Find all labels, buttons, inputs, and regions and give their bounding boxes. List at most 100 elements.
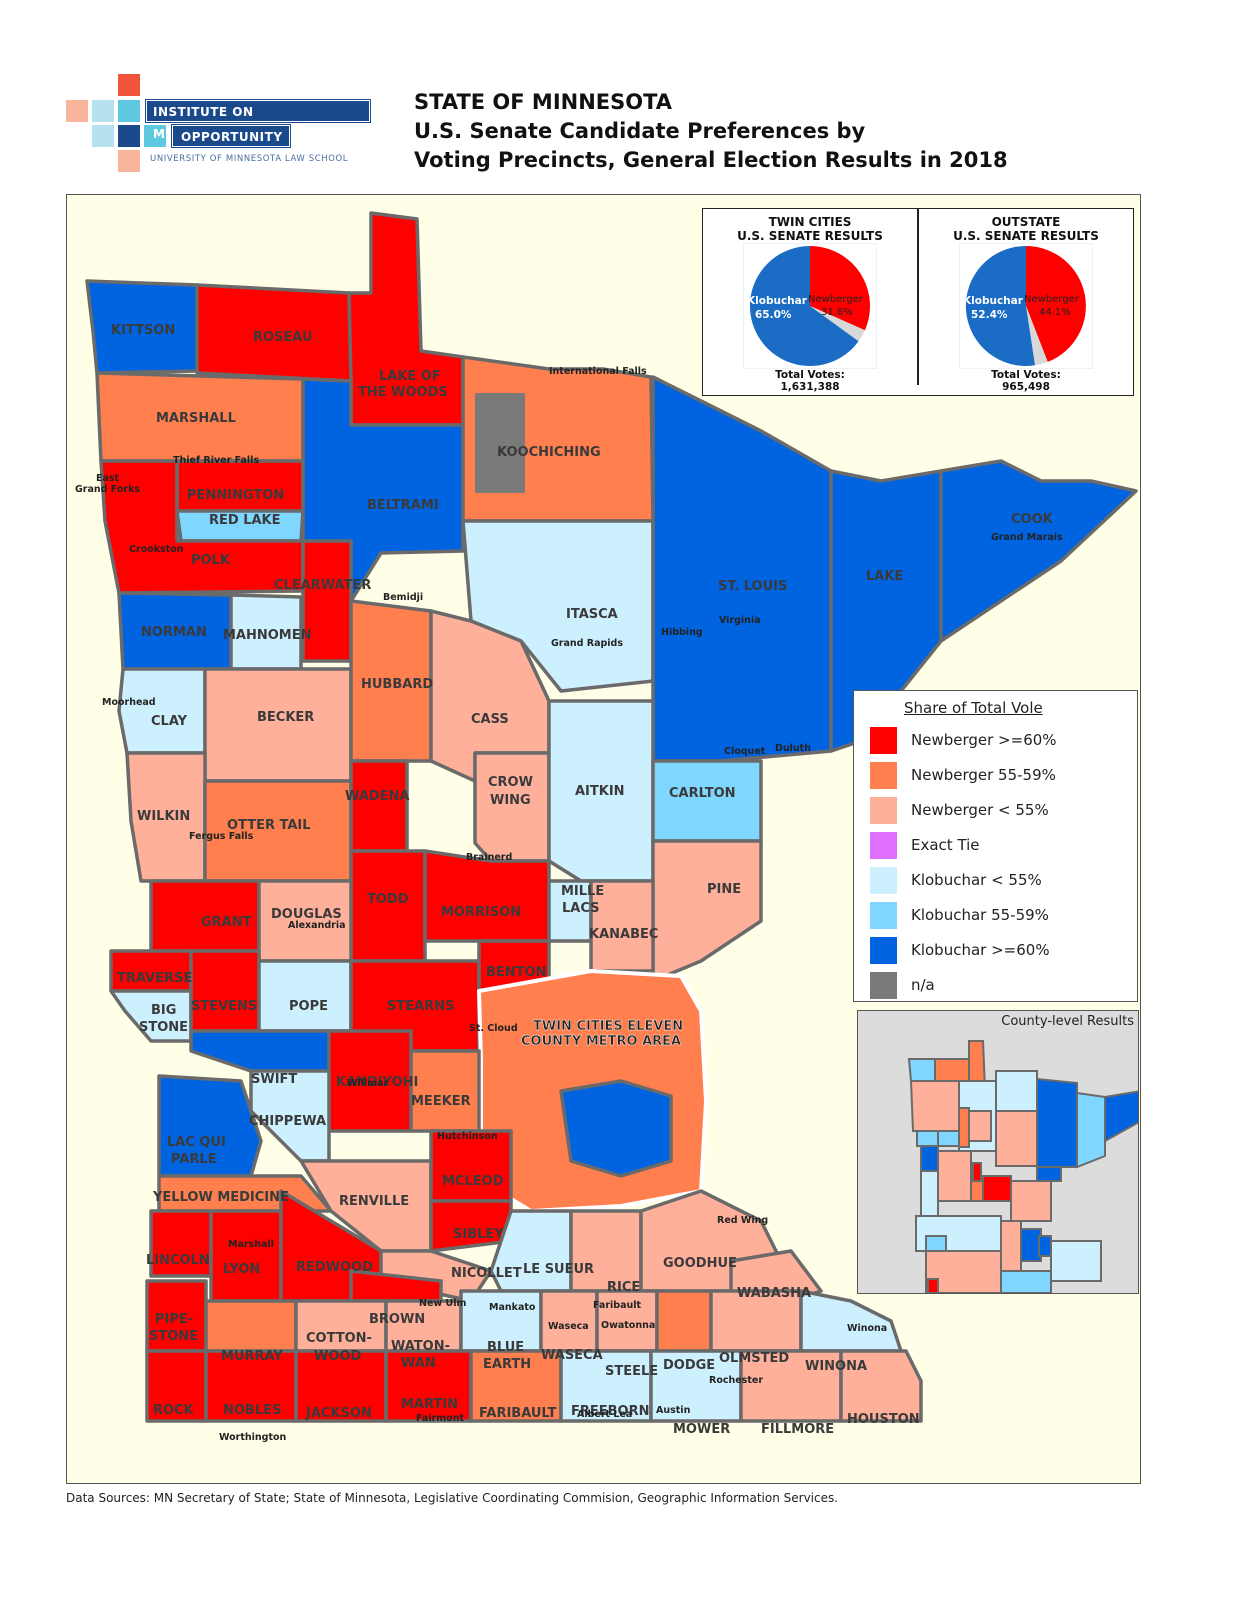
county-label: ROCK (153, 1403, 195, 1418)
county-label: WOOD (314, 1349, 361, 1364)
metro-hennepin-ramsey (559, 1079, 673, 1178)
county-label: MARTIN (401, 1397, 458, 1412)
county-label: TRAVERSE (117, 971, 192, 986)
county-lac-qui-parle (157, 1074, 263, 1178)
logo-square (118, 100, 140, 122)
county-label: DOUGLAS (271, 907, 342, 922)
county-label: COOK (1011, 512, 1054, 527)
city-label: Faribault (593, 1300, 642, 1311)
legend-label: Newberger 55-59% (911, 766, 1056, 784)
county-label: PENNINGTON (187, 488, 284, 503)
county-label: RICE (607, 1280, 640, 1295)
county-label: KITTSON (111, 323, 175, 338)
county-label: LYON (223, 1262, 260, 1277)
county-label: MORRISON (441, 905, 521, 920)
pie-label-newberger: Newberger (808, 294, 864, 305)
county-label: BROWN (369, 1312, 425, 1327)
county-label: CLEARWATER (274, 578, 371, 593)
city-label: Grand Marais (991, 532, 1063, 543)
legend-swatch (870, 867, 897, 894)
page-title: STATE OF MINNESOTA U.S. Senate Candidate… (414, 88, 1008, 175)
total-votes-label: Total Votes: (991, 369, 1061, 381)
county-label: POPE (289, 999, 328, 1014)
county-label: HUBBARD (361, 677, 433, 692)
city-label: East (96, 473, 120, 484)
county-pope (257, 959, 353, 1033)
county-morrison (423, 849, 551, 943)
pie-title-line2: U.S. SENATE RESULTS (953, 229, 1099, 243)
legend-label: Klobuchar >=60% (911, 941, 1050, 959)
city-label: International Falls (549, 366, 647, 377)
pie-divider (917, 209, 919, 385)
pie-total-outstate: Total Votes: 965,498 (919, 369, 1133, 393)
pie-value-klobuchar: 52.4% (971, 309, 1008, 321)
county-label: POLK (191, 553, 231, 568)
county-label: SWIFT (251, 1072, 297, 1087)
county-label: AITKIN (575, 784, 625, 799)
city-label: Brainerd (466, 852, 512, 863)
county-label: OLMSTED (719, 1351, 789, 1366)
county-rice (569, 1209, 643, 1293)
county-label: CARLTON (669, 786, 736, 801)
county-label: MOWER (673, 1422, 730, 1437)
legend-swatch (870, 902, 897, 929)
city-label: Fergus Falls (189, 831, 254, 842)
logo-line2: OPPORTUNITY (171, 124, 291, 148)
pie-total-twin-cities: Total Votes: 1,631,388 (703, 369, 917, 393)
county-label: OTTER TAIL (227, 818, 311, 833)
county-kittson (85, 279, 199, 375)
city-label: Willmar (347, 1078, 389, 1089)
city-label: Mankato (489, 1302, 536, 1313)
city-label: Thief River Falls (173, 455, 259, 466)
county-clearwater (301, 539, 353, 663)
legend-label: n/a (911, 976, 935, 994)
city-label: Duluth (775, 743, 811, 754)
county-label: CROW (488, 775, 533, 790)
koochiching-na-area (475, 393, 525, 493)
total-votes-label: Total Votes: (775, 369, 845, 381)
city-label: Fairmont (416, 1413, 464, 1424)
county-label: MILLE (561, 884, 604, 899)
county-label: MURRAY (221, 1349, 283, 1364)
city-label: Hutchinson (437, 1131, 498, 1142)
county-label: EARTH (483, 1357, 531, 1372)
city-label: Grand Rapids (551, 638, 623, 649)
legend-label: Newberger < 55% (911, 801, 1049, 819)
county-carlton (651, 759, 763, 843)
county-label: LACS (562, 901, 600, 916)
pie-label-newberger: Newberger (1024, 294, 1080, 305)
county-label: GOODHUE (663, 1256, 737, 1271)
county-label: BELTRAMI (367, 498, 439, 513)
title-line1: STATE OF MINNESOTA (414, 90, 673, 114)
pie-value-newberger: 44.1% (1039, 307, 1071, 318)
legend-swatch (870, 832, 897, 859)
county-label: FARIBAULT (479, 1406, 557, 1421)
county-label: ROSEAU (253, 330, 313, 345)
county-lyon (209, 1209, 283, 1303)
county-label: LAKE (866, 569, 903, 584)
county-label: DODGE (663, 1358, 715, 1373)
county-label: PARLE (171, 1152, 217, 1167)
metro-label-line2: COUNTY METRO AREA (521, 1034, 681, 1049)
legend-label: Exact Tie (911, 836, 980, 854)
logo-square (118, 125, 140, 147)
county-dodge (655, 1289, 713, 1353)
logo-square (118, 150, 140, 172)
county-label: WADENA (345, 789, 409, 804)
city-label: Waseca (548, 1321, 589, 1332)
county-houston (839, 1349, 923, 1423)
pie-title-line1: TWIN CITIES (768, 215, 852, 229)
county-label: STONE (149, 1329, 198, 1344)
logo-square (66, 100, 88, 122)
pie-label-klobuchar: Klobuchar (747, 295, 808, 307)
minnesota-precinct-map: TWIN CITIES ELEVEN COUNTY METRO AREA KIT… (75, 211, 1138, 1443)
county-clay (117, 667, 207, 755)
imo-logo: INSTITUTE ON METROPOLITAN OPPORTUNITY UN… (66, 74, 376, 174)
county-pennington (175, 459, 305, 513)
logo-line1: INSTITUTE ON METROPOLITAN (145, 99, 371, 141)
county-label: RENVILLE (339, 1194, 409, 1209)
legend-title: Share of Total Vole (904, 699, 1043, 717)
total-votes-value: 965,498 (1002, 381, 1050, 393)
county-label: MAHNOMEN (223, 628, 312, 643)
city-label: Hibbing (661, 627, 703, 638)
